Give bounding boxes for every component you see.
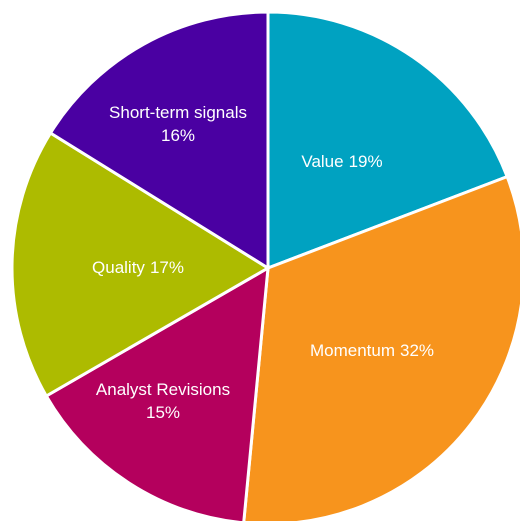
slice-label: Analyst Revisions 15% bbox=[96, 380, 230, 422]
pie-slice bbox=[10, 130, 271, 399]
slice-label: Short-term signals 16% bbox=[109, 103, 247, 145]
slice-label: Quality 17% bbox=[92, 258, 184, 277]
slice-value: 15% bbox=[146, 403, 180, 422]
slice-value: 16% bbox=[161, 126, 195, 145]
slice-category: Short-term signals bbox=[109, 103, 247, 122]
slice-label: Momentum 32% bbox=[310, 341, 434, 360]
pie-slice bbox=[48, 10, 270, 271]
slice-category: Momentum bbox=[310, 341, 395, 360]
slice-value: 32% bbox=[400, 341, 434, 360]
slice-value: 17% bbox=[150, 258, 184, 277]
pie-slice bbox=[266, 10, 510, 271]
pie-slice bbox=[44, 265, 270, 521]
slice-category: Analyst Revisions bbox=[96, 380, 230, 399]
slice-category: Value bbox=[301, 152, 343, 171]
slice-label: Value 19% bbox=[301, 152, 382, 171]
pie-slice bbox=[242, 174, 520, 521]
slice-category: Quality bbox=[92, 258, 145, 277]
slice-value: 19% bbox=[349, 152, 383, 171]
